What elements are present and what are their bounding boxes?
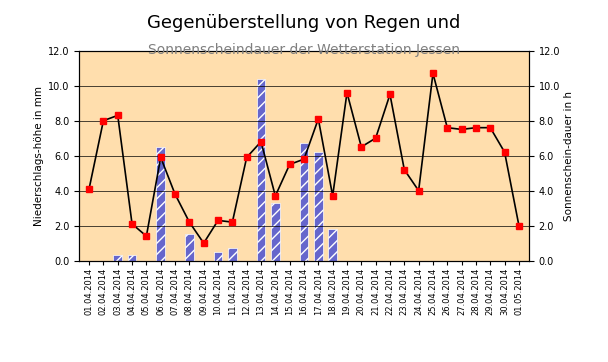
- Bar: [314, 152, 323, 261]
- Bar: [257, 79, 265, 261]
- Text: Gegenüberstellung von Regen und: Gegenüberstellung von Regen und: [147, 14, 461, 33]
- Bar: [185, 235, 194, 261]
- Text: Sonnenscheindauer der Wetterstation Jessen: Sonnenscheindauer der Wetterstation Jess…: [148, 43, 460, 58]
- Bar: [114, 256, 122, 261]
- Bar: [156, 147, 165, 261]
- Bar: [271, 203, 280, 261]
- Y-axis label: Niederschlags-höhe in mm: Niederschlags-höhe in mm: [33, 86, 44, 226]
- Bar: [328, 229, 337, 261]
- Bar: [300, 143, 308, 261]
- Bar: [214, 252, 223, 261]
- Bar: [228, 248, 237, 261]
- Bar: [128, 256, 136, 261]
- Y-axis label: Sonnenschein-dauer in h: Sonnenschein-dauer in h: [564, 90, 575, 221]
